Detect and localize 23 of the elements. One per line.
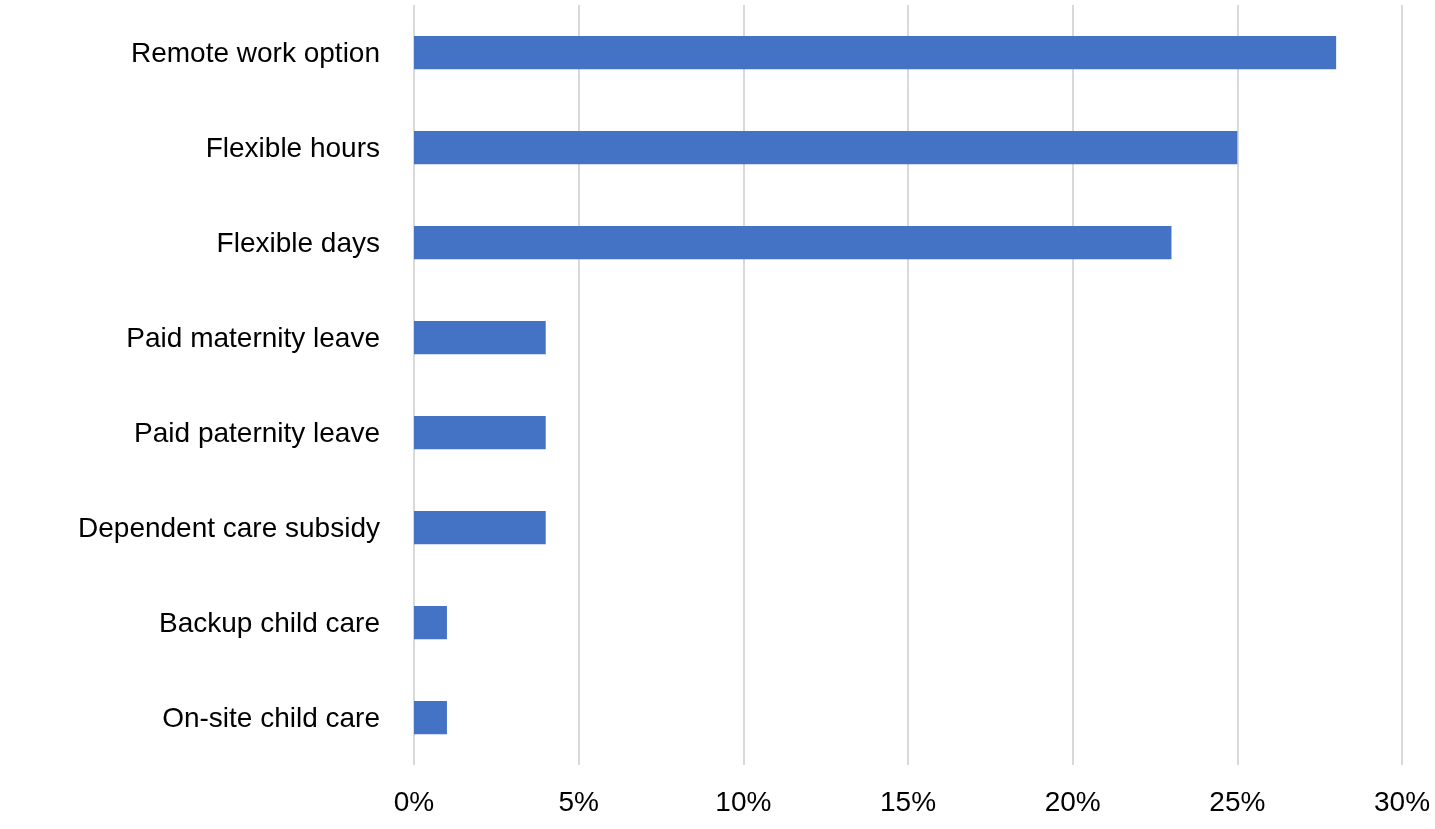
- y-tick-label: Paid paternity leave: [134, 417, 380, 448]
- x-tick-label: 10%: [715, 785, 772, 817]
- bar: [414, 35, 1337, 70]
- y-tick-label: Remote work option: [130, 37, 380, 68]
- bar: [414, 605, 447, 640]
- y-tick-label: On-site child care: [162, 702, 380, 733]
- y-tick-label: Paid maternity leave: [126, 322, 380, 353]
- y-tick-label: Dependent care subsidy: [78, 512, 380, 543]
- bar: [414, 700, 447, 735]
- bar: [414, 320, 546, 355]
- x-tick-label: 15%: [879, 785, 937, 817]
- y-tick-label: Flexible days: [216, 227, 380, 258]
- bar: [414, 510, 546, 545]
- bar: [414, 130, 1238, 165]
- x-tick-label: 5%: [558, 785, 599, 817]
- x-tick-label: 20%: [1044, 785, 1101, 817]
- bar: [414, 225, 1172, 260]
- bar: [414, 415, 546, 450]
- y-tick-label: Flexible hours: [205, 132, 380, 163]
- y-tick-label: Backup child care: [158, 607, 380, 638]
- x-tick-label: 30%: [1373, 785, 1431, 817]
- x-tick-label: 0%: [393, 785, 435, 817]
- x-tick-label: 25%: [1209, 785, 1266, 817]
